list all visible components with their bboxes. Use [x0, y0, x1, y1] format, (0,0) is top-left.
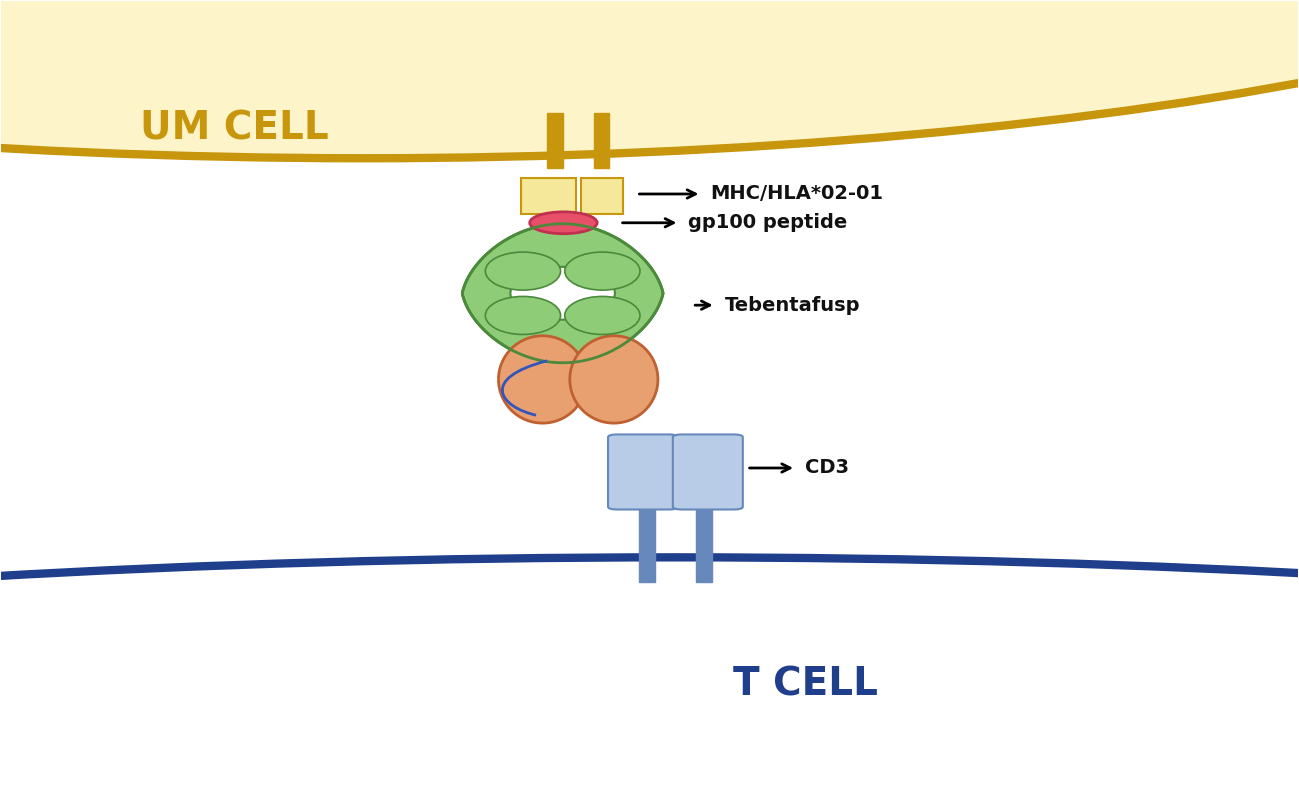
FancyBboxPatch shape	[696, 507, 712, 582]
Text: gp100 peptide: gp100 peptide	[688, 214, 848, 232]
Polygon shape	[462, 224, 662, 363]
Ellipse shape	[499, 336, 587, 423]
Ellipse shape	[486, 252, 561, 290]
Ellipse shape	[486, 296, 561, 335]
Polygon shape	[511, 267, 614, 320]
Ellipse shape	[565, 296, 640, 335]
Ellipse shape	[0, 557, 1299, 797]
Text: Tebentafusp: Tebentafusp	[725, 296, 860, 315]
FancyBboxPatch shape	[581, 179, 624, 214]
Ellipse shape	[565, 252, 640, 290]
Ellipse shape	[530, 212, 598, 234]
Text: T CELL: T CELL	[733, 665, 878, 704]
FancyBboxPatch shape	[547, 112, 562, 168]
FancyBboxPatch shape	[673, 434, 743, 509]
FancyBboxPatch shape	[639, 507, 655, 582]
FancyBboxPatch shape	[521, 179, 575, 214]
Ellipse shape	[0, 0, 1299, 159]
Text: MHC/HLA*02-01: MHC/HLA*02-01	[711, 184, 883, 203]
Text: CD3: CD3	[805, 458, 850, 477]
FancyBboxPatch shape	[594, 112, 609, 168]
Ellipse shape	[570, 336, 657, 423]
FancyBboxPatch shape	[608, 434, 678, 509]
Text: UM CELL: UM CELL	[140, 109, 329, 147]
